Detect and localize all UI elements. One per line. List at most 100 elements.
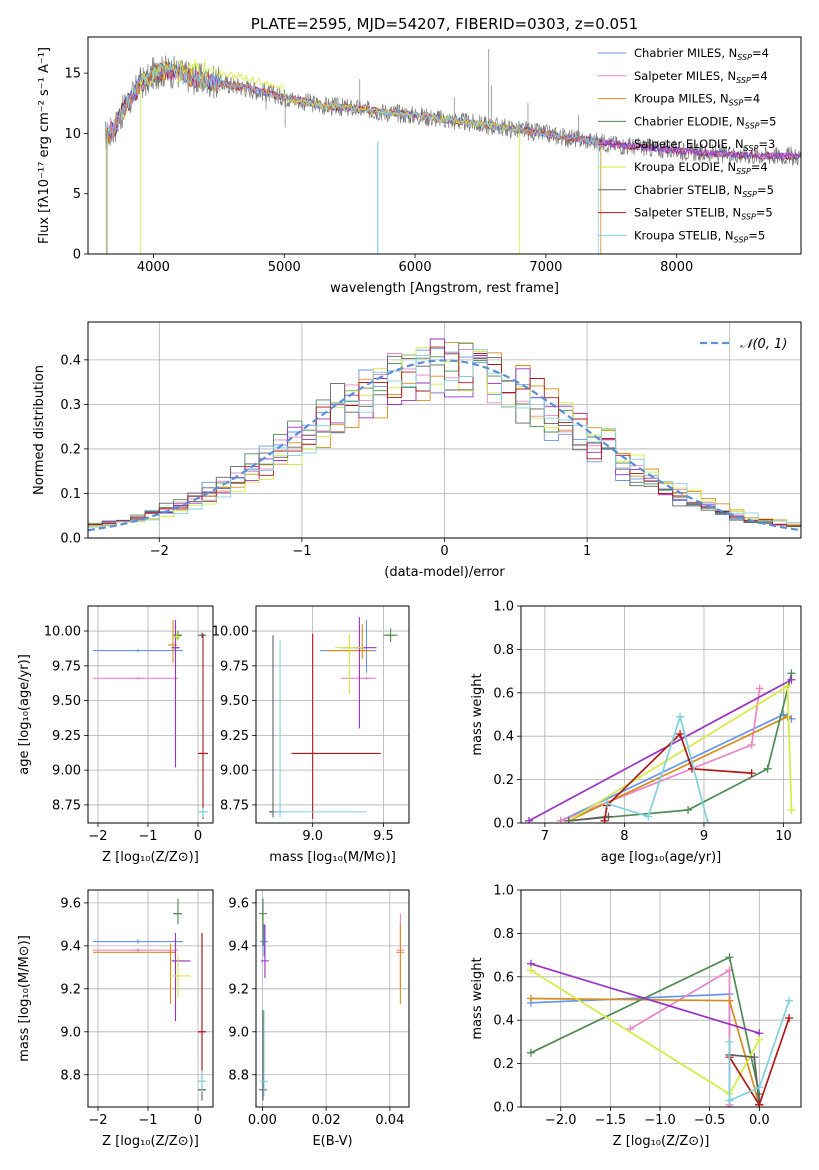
panel-spectrum: 4000 5000 6000 7000 8000 0 5 10 15 wavelength [An… xyxy=(37,36,802,296)
y-tick-label: 0.3 xyxy=(60,398,81,413)
residual-histogram-7 xyxy=(88,346,801,527)
weight-marker xyxy=(783,712,792,721)
weight-marker xyxy=(676,712,685,721)
y-tick-label: 9.25 xyxy=(52,729,81,744)
panel-age-vs-mass: 9.0 9.5 8.75 9.00 9.25 9.50 9.75 10.00 mass [log… xyxy=(212,605,410,865)
weight-marker xyxy=(755,1035,764,1044)
axes-frame xyxy=(255,605,410,824)
errorbar-point-5 xyxy=(173,632,181,641)
weight-line xyxy=(530,997,761,1106)
x-tick-label: 1 xyxy=(583,544,591,559)
weight-marker xyxy=(747,769,756,778)
panel-mass-weight-vs-Z: −2.0 −1.5 −1.0 −0.5 0.0 0.0 0.2 0.4 0.6 0.8 1.0 Z [… xyxy=(470,884,802,1149)
x-tick-label: 0.02 xyxy=(312,1113,341,1128)
y-tick-label: 0.2 xyxy=(493,773,514,788)
weight-marker xyxy=(526,1048,535,1057)
axes-frame xyxy=(520,605,802,824)
legend-label: Salpeter STELIB, NSSP=5 xyxy=(634,206,773,222)
y-tick-label: 9.2 xyxy=(228,982,249,997)
plot-area xyxy=(104,49,801,254)
y-tick-label: 10 xyxy=(64,127,81,142)
x-tick-label: 10 xyxy=(775,829,792,844)
weight-marker xyxy=(725,996,734,1005)
x-tick-label: −1 xyxy=(138,1113,157,1128)
weight-marker xyxy=(747,740,756,749)
weight-series-6 xyxy=(564,812,613,823)
errorbar-point-4 xyxy=(171,619,180,768)
plot-area xyxy=(269,617,398,819)
y-tick-label: 9.75 xyxy=(220,659,249,674)
x-tick-label: −2.0 xyxy=(545,1113,577,1128)
y-tick-label: 0.8 xyxy=(493,643,514,658)
y-tick-label: 8.8 xyxy=(228,1068,249,1083)
weight-marker xyxy=(602,799,611,808)
weight-marker xyxy=(755,684,764,693)
weight-marker xyxy=(644,812,653,821)
axes-frame xyxy=(87,321,802,539)
x-tick-label: 9.5 xyxy=(373,829,394,844)
errorbar-point-4 xyxy=(341,617,377,729)
errorbar-point-8 xyxy=(273,640,367,818)
y-tick-label: 0.2 xyxy=(60,442,81,457)
weight-series-4 xyxy=(524,675,796,823)
errorbar-point-0 xyxy=(259,924,268,957)
y-tick-label: 1.0 xyxy=(493,884,514,899)
axes-frame xyxy=(87,889,214,1108)
x-tick-label: 0 xyxy=(440,544,448,559)
y-tick-label: 9.00 xyxy=(52,764,81,779)
y-tick-label: 9.25 xyxy=(220,729,249,744)
x-axis-label: E(B-V) xyxy=(312,1134,352,1149)
x-tick-label: 6000 xyxy=(399,260,432,275)
panel-mass-weight-vs-age: 7 8 9 10 0.0 0.2 0.4 0.6 0.8 1.0 age [log₁₀(age/yr… xyxy=(470,600,802,865)
y-tick-label: 9.4 xyxy=(228,939,249,954)
x-tick-label: 7000 xyxy=(529,260,562,275)
y-tick-label: 9.6 xyxy=(60,896,81,911)
legend-label: Salpeter MILES, NSSP=4 xyxy=(634,69,768,85)
x-tick-label: −1.5 xyxy=(595,1113,627,1128)
plot-area xyxy=(524,669,796,823)
axes-frame xyxy=(520,889,802,1108)
plot-area xyxy=(93,898,206,1101)
weight-marker xyxy=(556,816,565,823)
x-tick-label: 9.0 xyxy=(302,829,323,844)
y-tick-label: 0.8 xyxy=(493,927,514,942)
weight-marker xyxy=(750,1053,759,1062)
weight-series-8 xyxy=(725,996,794,1105)
y-axis-label: mass weight xyxy=(470,957,485,1039)
weight-line xyxy=(728,1000,790,1102)
x-tick-label: −2 xyxy=(150,544,169,559)
weight-line xyxy=(606,713,709,823)
weight-line xyxy=(568,673,793,822)
panel-age-vs-Z: −2 −1 0 8.75 9.00 9.25 9.50 9.75 10.00 Z [log₁₀(Z… xyxy=(17,605,214,865)
y-tick-label: 0.6 xyxy=(493,970,514,985)
x-tick-label: 7 xyxy=(541,829,549,844)
y-tick-label: 10.00 xyxy=(44,625,81,640)
spectrum-legend: Chabrier MILES, NSSP=4 Salpeter MILES, NS… xyxy=(598,46,776,244)
errorbar-point-6 xyxy=(259,1010,268,1101)
weight-line xyxy=(603,732,752,821)
y-tick-label: 1.0 xyxy=(493,600,514,615)
legend-label: Chabrier MILES, NSSP=4 xyxy=(634,46,769,62)
y-tick-label: 15 xyxy=(64,67,81,82)
errorbar-point-1 xyxy=(93,948,178,953)
y-tick-label: 8.75 xyxy=(52,798,81,813)
errorbar-point-1 xyxy=(93,676,178,680)
plot-area xyxy=(259,898,405,1101)
axes-frame xyxy=(87,36,802,255)
errorbar-point-8 xyxy=(198,1070,206,1092)
y-tick-label: 0.4 xyxy=(493,730,514,745)
errorbar-point-0 xyxy=(319,619,377,673)
x-tick-label: −2 xyxy=(88,1113,107,1128)
panel-mass-vs-ebv: 0.00 0.02 0.04 8.8 9.0 9.2 9.4 9.6 E(B-V) xyxy=(228,889,410,1149)
y-tick-label: 9.00 xyxy=(220,764,249,779)
y-tick-label: 9.0 xyxy=(60,1025,81,1040)
y-axis-label: mass [log₁₀(M/M⊙)] xyxy=(17,935,32,1062)
x-tick-label: 0.0 xyxy=(749,1113,770,1128)
weight-line xyxy=(568,715,788,822)
errorbar-point-1 xyxy=(341,676,377,680)
weight-marker xyxy=(787,805,796,814)
y-tick-label: 9.50 xyxy=(52,694,81,709)
weight-marker xyxy=(526,994,535,1003)
y-tick-label: 0 xyxy=(73,248,81,263)
x-tick-label: 0 xyxy=(194,829,202,844)
